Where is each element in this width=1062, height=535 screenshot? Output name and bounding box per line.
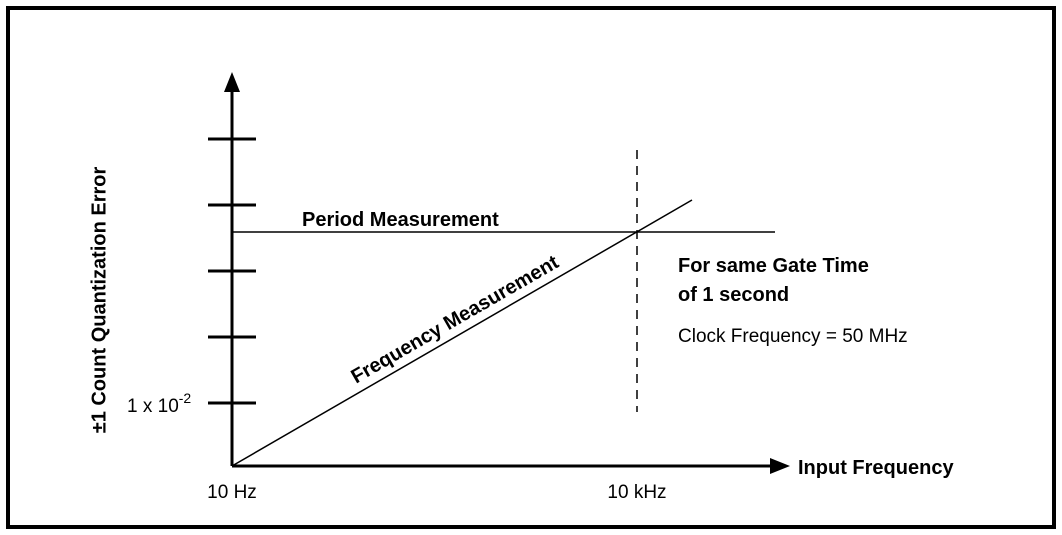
y-arrow xyxy=(224,72,240,92)
frame xyxy=(6,6,1056,529)
frequency-label: Frequency Measurement xyxy=(347,251,562,388)
note-line: of 1 second xyxy=(678,284,789,306)
x-tick-label: 10 kHz xyxy=(607,482,666,503)
y-tick-base: 1 x 10 xyxy=(127,396,179,417)
y-tick-exponent: -2 xyxy=(179,390,192,406)
x-axis-label: Input Frequency xyxy=(798,457,954,479)
y-ticks xyxy=(208,137,256,405)
note-line: For same Gate Time xyxy=(678,255,869,277)
frequency-line xyxy=(231,199,693,467)
y-axis-label: ±1 Count Quantization Error xyxy=(88,167,110,434)
x-arrow xyxy=(770,458,790,474)
x-tick-label: 10 Hz xyxy=(207,482,257,503)
period-label: Period Measurement xyxy=(302,209,499,231)
y-tick-label: 1 x 10-2 xyxy=(127,390,191,417)
clock-note: Clock Frequency = 50 MHz xyxy=(678,326,908,347)
